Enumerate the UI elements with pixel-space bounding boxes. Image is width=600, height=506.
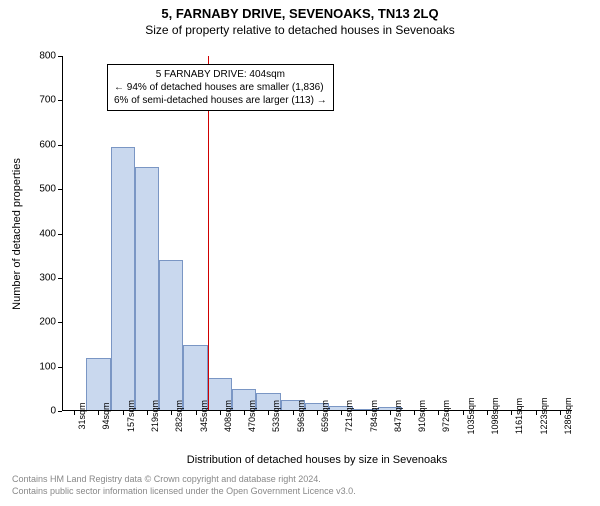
x-tick-label: 659sqm bbox=[320, 400, 330, 432]
x-tick-mark bbox=[268, 411, 269, 415]
x-tick-label: 94sqm bbox=[101, 402, 111, 429]
y-tick-label: 300 bbox=[26, 272, 56, 283]
y-tick-label: 200 bbox=[26, 317, 56, 328]
x-tick-label: 1161sqm bbox=[514, 398, 524, 434]
y-tick-label: 500 bbox=[26, 184, 56, 195]
y-tick-label: 700 bbox=[26, 95, 56, 106]
x-tick-mark bbox=[487, 411, 488, 415]
x-tick-mark bbox=[147, 411, 148, 415]
x-tick-label: 219sqm bbox=[150, 400, 160, 432]
x-tick-mark bbox=[366, 411, 367, 415]
annotation-line-1: 5 FARNABY DRIVE: 404sqm bbox=[114, 68, 327, 81]
x-tick-label: 157sqm bbox=[126, 400, 136, 432]
x-tick-label: 470sqm bbox=[247, 400, 257, 432]
annotation-box: 5 FARNABY DRIVE: 404sqm← 94% of detached… bbox=[107, 64, 334, 111]
x-tick-label: 408sqm bbox=[223, 400, 233, 432]
x-axis-label: Distribution of detached houses by size … bbox=[62, 454, 572, 466]
x-tick-label: 596sqm bbox=[296, 400, 306, 432]
x-axis-line bbox=[62, 410, 572, 411]
annotation-line-3: 6% of semi-detached houses are larger (1… bbox=[114, 94, 327, 107]
x-tick-mark bbox=[438, 411, 439, 415]
footer-attribution: Contains HM Land Registry data © Crown c… bbox=[12, 474, 356, 497]
x-tick-label: 847sqm bbox=[393, 400, 403, 432]
footer-line-1: Contains HM Land Registry data © Crown c… bbox=[12, 474, 356, 486]
y-tick-label: 800 bbox=[26, 51, 56, 62]
histogram-bar bbox=[111, 147, 135, 411]
chart-container: 5, FARNABY DRIVE, SEVENOAKS, TN13 2LQ Si… bbox=[0, 6, 600, 506]
page-title: 5, FARNABY DRIVE, SEVENOAKS, TN13 2LQ bbox=[0, 6, 600, 21]
y-axis-label: Number of detached properties bbox=[10, 56, 24, 411]
y-tick-label: 100 bbox=[26, 361, 56, 372]
x-tick-mark bbox=[123, 411, 124, 415]
y-tick-mark bbox=[58, 411, 62, 412]
x-tick-mark bbox=[244, 411, 245, 415]
annotation-line-2: ← 94% of detached houses are smaller (1,… bbox=[114, 81, 327, 94]
plot-region: 31sqm94sqm157sqm219sqm282sqm345sqm408sqm… bbox=[62, 56, 572, 411]
x-tick-label: 1035sqm bbox=[466, 397, 476, 434]
x-tick-mark bbox=[341, 411, 342, 415]
x-tick-mark bbox=[171, 411, 172, 415]
x-tick-mark bbox=[196, 411, 197, 415]
x-tick-mark bbox=[560, 411, 561, 415]
histogram-bar bbox=[159, 260, 183, 411]
y-tick-label: 0 bbox=[26, 406, 56, 417]
x-tick-mark bbox=[74, 411, 75, 415]
footer-line-2: Contains public sector information licen… bbox=[12, 486, 356, 498]
x-tick-mark bbox=[220, 411, 221, 415]
x-tick-mark bbox=[414, 411, 415, 415]
x-tick-mark bbox=[511, 411, 512, 415]
x-tick-mark bbox=[98, 411, 99, 415]
x-tick-mark bbox=[536, 411, 537, 415]
x-tick-label: 282sqm bbox=[174, 400, 184, 432]
x-tick-label: 721sqm bbox=[344, 400, 354, 432]
y-axis-line bbox=[62, 56, 63, 411]
chart-area: 31sqm94sqm157sqm219sqm282sqm345sqm408sqm… bbox=[62, 56, 572, 411]
x-tick-mark bbox=[390, 411, 391, 415]
x-tick-mark bbox=[317, 411, 318, 415]
y-tick-label: 600 bbox=[26, 139, 56, 150]
x-tick-label: 784sqm bbox=[369, 400, 379, 432]
x-tick-label: 1286sqm bbox=[563, 397, 573, 434]
chart-subtitle: Size of property relative to detached ho… bbox=[0, 23, 600, 37]
y-tick-label: 400 bbox=[26, 228, 56, 239]
x-tick-label: 972sqm bbox=[441, 400, 451, 432]
x-tick-label: 533sqm bbox=[271, 400, 281, 432]
x-tick-label: 1223sqm bbox=[539, 397, 549, 434]
histogram-bar bbox=[135, 167, 159, 411]
x-tick-mark bbox=[293, 411, 294, 415]
x-tick-label: 910sqm bbox=[417, 400, 427, 432]
x-tick-label: 1098sqm bbox=[490, 397, 500, 434]
x-tick-mark bbox=[463, 411, 464, 415]
x-tick-label: 31sqm bbox=[77, 402, 87, 429]
